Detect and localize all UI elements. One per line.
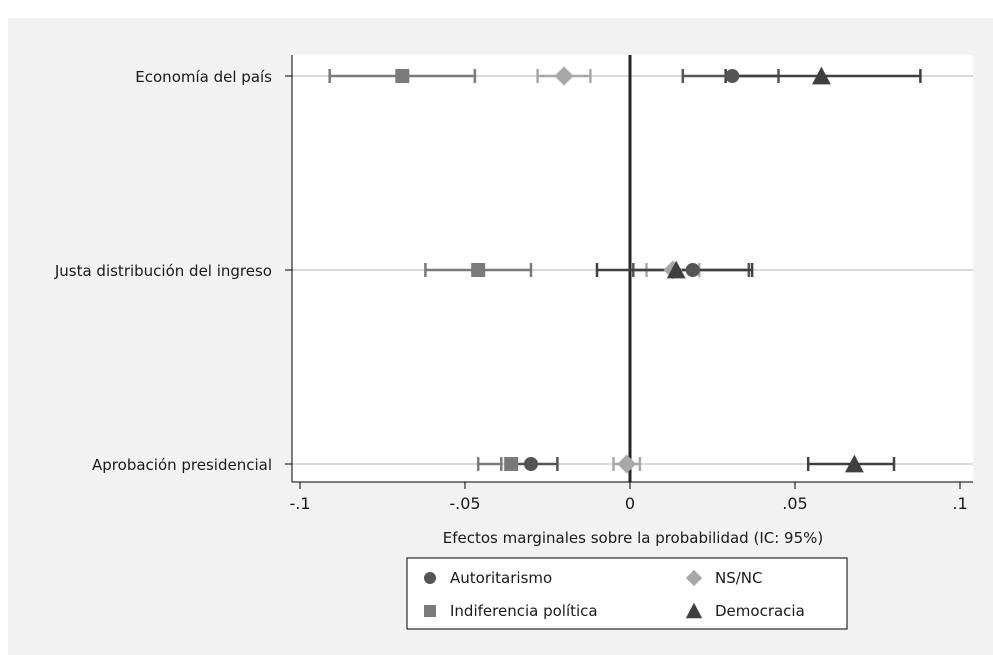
legend-marker-square: [424, 605, 436, 617]
category-label: Aprobación presidencial: [92, 456, 272, 474]
axes: [291, 55, 973, 483]
data-point-circle: [725, 69, 740, 83]
data-point-triangle: [666, 260, 686, 279]
series-marks: [328, 66, 922, 474]
legend: Autoritarismo NS/NC Indiferencia política D…: [406, 557, 848, 630]
legend-marker-triangle: [685, 602, 703, 619]
x-tick-label: -.1: [289, 494, 310, 513]
legend-items: Autoritarismo NS/NC Indiferencia política D…: [424, 569, 805, 620]
legend-marker-diamond: [685, 569, 703, 587]
x-axis-ticks: -.1 -.05 0 .05 .1: [289, 482, 968, 513]
category-label: Economía del país: [135, 68, 272, 86]
legend-label: Autoritarismo: [450, 569, 552, 587]
legend-item: Democracia: [685, 602, 805, 620]
legend-box: [406, 557, 848, 630]
data-point-circle: [524, 457, 538, 471]
x-tick-label: -.05: [449, 494, 480, 513]
markers-triangle: [666, 66, 864, 473]
x-tick-label: .1: [952, 494, 967, 513]
data-point-square: [504, 457, 519, 471]
data-point-square: [395, 69, 410, 83]
x-tick-label: .05: [782, 494, 807, 513]
legend-item: NS/NC: [685, 569, 763, 587]
x-tick-label: 0: [625, 494, 635, 513]
legend-label: Democracia: [715, 602, 805, 620]
data-point-triangle: [845, 454, 864, 473]
legend-label: NS/NC: [715, 569, 763, 587]
x-axis-label: Efectos marginales sobre la probabilidad…: [443, 529, 823, 547]
legend-label: Indiferencia política: [450, 602, 598, 620]
legend-item: Indiferencia política: [424, 602, 598, 620]
markers-circle: [524, 69, 740, 471]
data-point-circle: [685, 263, 700, 277]
legend-marker-circle: [424, 572, 436, 584]
markers-square: [395, 69, 519, 471]
data-point-diamond: [617, 454, 637, 474]
category-labels: Economía del país Justa distribución del …: [54, 68, 292, 474]
data-point-diamond: [554, 66, 574, 86]
data-point-triangle: [812, 66, 831, 85]
legend-item: Autoritarismo: [424, 569, 552, 587]
data-point-square: [471, 263, 486, 277]
category-label: Justa distribución del ingreso: [54, 262, 272, 280]
